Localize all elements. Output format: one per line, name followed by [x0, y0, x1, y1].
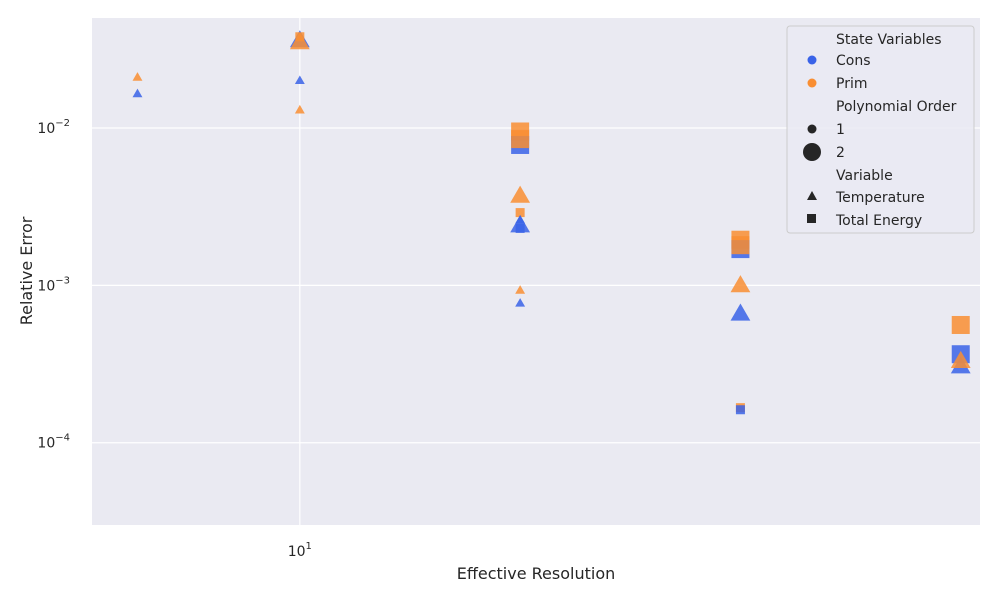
legend-label-total-energy: Total Energy — [835, 213, 922, 229]
legend-label-cons: Cons — [836, 53, 871, 69]
data-point-23 — [735, 405, 745, 415]
data-point-6 — [295, 32, 305, 42]
legend-marker-prim — [807, 78, 817, 88]
data-point-11 — [515, 208, 525, 218]
x-tick-label-0: 101 — [288, 541, 312, 560]
data-point-24 — [951, 315, 970, 334]
legend-title-polynomial-order: Polynomial Order — [836, 99, 957, 115]
data-point-3 — [294, 104, 305, 114]
data-point-19 — [731, 236, 750, 255]
data-point-9 — [511, 130, 530, 149]
data-point-20 — [730, 275, 751, 293]
legend-label-order-2: 2 — [836, 145, 845, 161]
y-tick-label-0: 10−2 — [37, 118, 70, 137]
legend-marker-total-energy — [807, 214, 816, 223]
data-points — [132, 30, 971, 415]
x-axis-label: Effective Resolution — [457, 564, 616, 583]
legend-label-prim: Prim — [836, 76, 867, 92]
data-point-0 — [132, 88, 143, 98]
y-tick-label-1: 10−3 — [37, 275, 70, 294]
data-point-27 — [950, 350, 971, 368]
legend-label-order-1: 1 — [836, 122, 845, 138]
data-point-16 — [515, 298, 526, 307]
legend-marker-order-1 — [807, 124, 817, 134]
data-point-15 — [515, 285, 526, 294]
legend-title-state-variables: State Variables — [836, 32, 942, 48]
legend-box — [786, 25, 975, 234]
data-point-1 — [132, 72, 143, 81]
data-point-2 — [294, 75, 305, 85]
y-axis-label: Relative Error — [17, 216, 36, 325]
data-point-21 — [730, 303, 751, 321]
legend-marker-temperature — [807, 191, 817, 200]
legend-label-temperature: Temperature — [835, 190, 925, 206]
data-point-10 — [510, 185, 531, 203]
legend-marker-cons — [807, 55, 817, 65]
legend-title-variable: Variable — [836, 168, 893, 184]
data-point-13 — [510, 215, 531, 233]
y-tick-label-2: 10−4 — [37, 433, 70, 452]
legend-marker-order-2 — [803, 143, 821, 161]
tick-labels: 101 10−2 10−3 10−4 — [37, 118, 312, 560]
legend: State Variables Cons Prim Polynomial Ord… — [786, 25, 975, 234]
data-point-14 — [515, 223, 525, 233]
